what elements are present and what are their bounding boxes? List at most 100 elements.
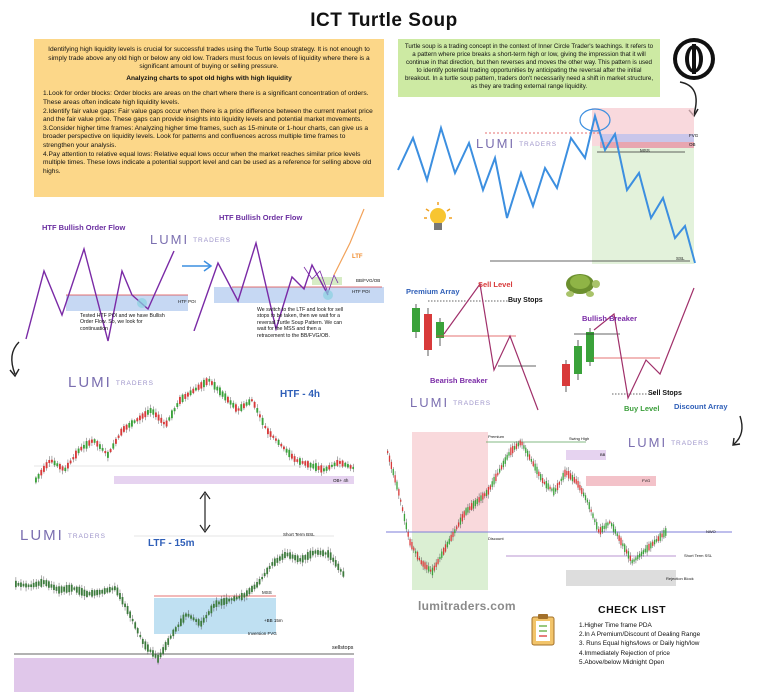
candle <box>251 399 253 402</box>
candle <box>174 627 177 632</box>
candle <box>428 566 430 572</box>
candle <box>64 467 67 472</box>
candle <box>586 499 589 503</box>
candle <box>59 463 61 470</box>
candle <box>144 411 147 418</box>
candle <box>441 551 443 558</box>
candle <box>273 558 276 566</box>
candle <box>116 587 119 596</box>
candle <box>230 598 233 601</box>
candle <box>515 443 518 449</box>
candle <box>136 418 139 422</box>
brand-name: LUMI <box>20 527 64 544</box>
website-link[interactable]: lumitraders.com <box>418 599 516 613</box>
candle <box>106 588 109 593</box>
candle <box>329 552 332 560</box>
candle <box>431 567 434 576</box>
candle <box>339 569 342 572</box>
brand-name: LUMI <box>410 395 450 410</box>
left-flow-diagram <box>25 246 188 342</box>
candle <box>331 464 333 467</box>
candle <box>261 417 264 425</box>
brand-logo: LUMI TRADERS <box>68 374 154 391</box>
candle <box>489 485 491 490</box>
candle <box>192 617 195 621</box>
candle <box>99 444 101 449</box>
candle <box>499 468 501 473</box>
candle <box>164 642 167 650</box>
ob-label: OB <box>689 142 696 147</box>
right-zone-label: HTF POI <box>352 289 370 294</box>
htf-zone-label: OB+ 4h <box>333 478 349 483</box>
candle <box>415 551 417 554</box>
candle <box>45 462 48 469</box>
candle <box>500 465 503 470</box>
candle <box>407 531 409 537</box>
curved-arrow-icon <box>732 415 743 446</box>
candle <box>497 472 499 476</box>
candle <box>609 521 611 524</box>
candle <box>504 457 506 464</box>
candle <box>184 394 187 399</box>
candle <box>93 439 96 443</box>
candle <box>96 441 99 447</box>
candle <box>495 473 497 482</box>
candle <box>607 522 609 526</box>
candle <box>635 557 637 561</box>
brand-logo: LUMI TRADERS <box>410 395 491 410</box>
candle <box>629 555 631 561</box>
candle <box>112 443 115 449</box>
candle <box>256 582 258 588</box>
candle <box>180 618 182 626</box>
candle <box>233 596 236 601</box>
candle <box>433 565 435 571</box>
candle <box>190 615 192 619</box>
candle <box>416 551 419 560</box>
candle <box>268 565 271 569</box>
turtle-icon <box>566 274 600 297</box>
mss-label: MSS <box>640 148 650 153</box>
candle <box>88 440 91 446</box>
candle <box>401 507 404 511</box>
candle <box>319 550 322 555</box>
candle <box>530 459 533 462</box>
ltf-label: LTF <box>352 254 363 260</box>
candle <box>22 583 25 587</box>
candle <box>413 547 415 551</box>
candle <box>280 443 283 447</box>
candle <box>160 417 163 423</box>
candle <box>312 550 314 556</box>
candle <box>245 402 248 406</box>
candle <box>107 451 109 458</box>
candle <box>532 461 534 467</box>
candle <box>304 555 307 560</box>
candle <box>599 527 602 535</box>
checklist-item: 4.Immediately Rejection of price <box>579 649 670 657</box>
candle <box>418 557 421 561</box>
candle <box>238 596 241 599</box>
candle <box>53 584 55 591</box>
candle <box>155 412 157 418</box>
candle <box>63 586 66 592</box>
candle <box>72 457 75 460</box>
candle <box>583 492 585 497</box>
candle <box>211 381 213 385</box>
candle <box>207 611 210 615</box>
candle <box>58 586 60 594</box>
candle <box>342 571 345 577</box>
htf-candles <box>35 376 354 485</box>
checklist-item: 2.In A Premium/Discount of Dealing Range <box>579 631 701 639</box>
candle <box>426 564 428 570</box>
candle <box>267 428 269 435</box>
candle <box>91 439 93 443</box>
candle <box>203 379 205 388</box>
candle <box>253 584 256 590</box>
buy-stops-label: Buy Stops <box>508 297 543 304</box>
brand-logo: LUMI TRADERS <box>476 136 557 151</box>
candle <box>258 579 261 585</box>
candle <box>575 479 577 484</box>
candle <box>597 529 600 533</box>
candle <box>336 459 339 466</box>
candle <box>144 641 147 650</box>
candle <box>510 447 512 456</box>
